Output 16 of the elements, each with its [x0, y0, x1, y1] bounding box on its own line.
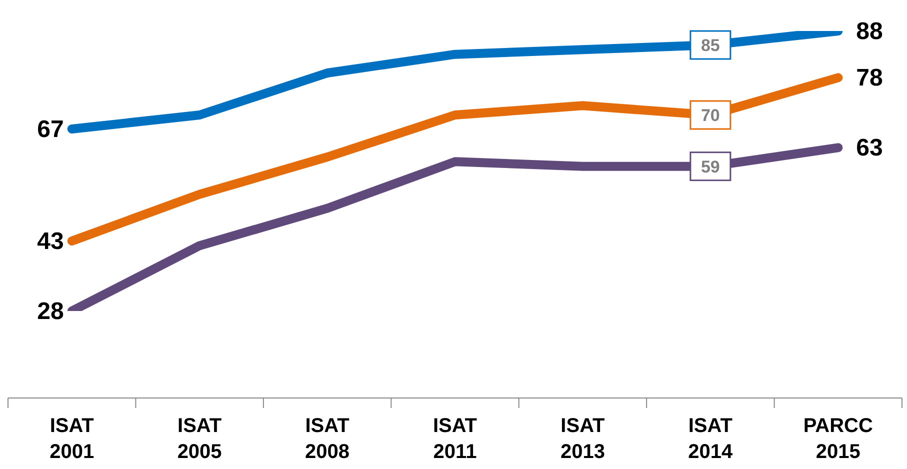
data-label: 88 — [856, 18, 883, 45]
data-label: 28 — [37, 298, 64, 325]
x-tick-label: ISAT 2008 — [305, 415, 350, 463]
x-tick-label: ISAT 2005 — [177, 415, 222, 463]
x-tick-label: ISAT 2014 — [688, 415, 734, 463]
data-label: 67 — [37, 116, 64, 143]
data-label: 63 — [856, 134, 883, 162]
x-tick-label: ISAT 2013 — [560, 415, 605, 463]
x-tick-label: PARCC 2015 — [803, 415, 873, 463]
data-label: 59 — [700, 157, 720, 176]
x-tick-label: ISAT 2011 — [432, 415, 478, 463]
data-label: 85 — [700, 36, 720, 55]
data-label: 43 — [37, 228, 64, 255]
data-label: 70 — [700, 106, 720, 125]
data-label: 78 — [856, 64, 883, 92]
x-tick-label: ISAT 2001 — [50, 415, 94, 463]
